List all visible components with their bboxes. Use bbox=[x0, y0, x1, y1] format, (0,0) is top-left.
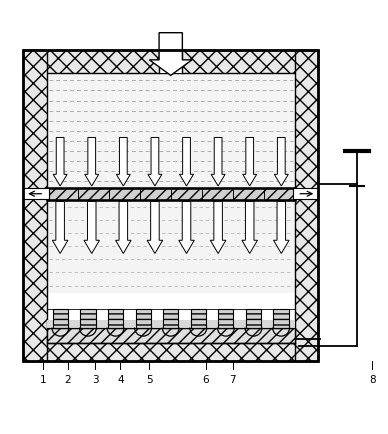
Bar bbox=[191, 309, 206, 328]
Polygon shape bbox=[211, 138, 225, 186]
Text: 1: 1 bbox=[39, 375, 46, 385]
Bar bbox=[23, 341, 318, 361]
Polygon shape bbox=[52, 201, 68, 253]
Text: 2: 2 bbox=[64, 375, 71, 385]
Bar bbox=[47, 328, 295, 343]
Bar bbox=[218, 309, 234, 328]
Bar bbox=[135, 309, 151, 328]
Text: 8: 8 bbox=[369, 375, 376, 385]
Bar bbox=[293, 188, 318, 199]
Polygon shape bbox=[274, 201, 289, 253]
Bar bbox=[163, 309, 178, 328]
Polygon shape bbox=[210, 201, 226, 253]
Polygon shape bbox=[243, 138, 257, 186]
Bar bbox=[274, 309, 289, 328]
Text: 3: 3 bbox=[92, 375, 99, 385]
Bar bbox=[246, 309, 261, 328]
Bar bbox=[23, 50, 47, 361]
Bar bbox=[53, 309, 68, 328]
Polygon shape bbox=[85, 138, 99, 186]
Text: 5: 5 bbox=[146, 375, 153, 385]
Polygon shape bbox=[179, 201, 194, 253]
Bar bbox=[47, 188, 295, 200]
Polygon shape bbox=[148, 138, 162, 186]
Bar bbox=[80, 309, 95, 328]
Bar bbox=[47, 320, 295, 328]
Bar bbox=[23, 50, 318, 361]
Bar bbox=[23, 50, 318, 73]
Text: 4: 4 bbox=[117, 375, 124, 385]
Polygon shape bbox=[242, 201, 258, 253]
Polygon shape bbox=[274, 138, 288, 186]
Polygon shape bbox=[147, 201, 163, 253]
Bar bbox=[23, 188, 48, 199]
Polygon shape bbox=[149, 33, 192, 76]
Polygon shape bbox=[180, 138, 194, 186]
Bar bbox=[47, 73, 295, 188]
Polygon shape bbox=[53, 138, 67, 186]
Bar bbox=[108, 309, 123, 328]
Polygon shape bbox=[116, 138, 130, 186]
Polygon shape bbox=[116, 201, 131, 253]
Bar bbox=[47, 200, 295, 293]
Polygon shape bbox=[84, 201, 99, 253]
Bar bbox=[295, 50, 318, 361]
Text: 6: 6 bbox=[202, 375, 209, 385]
Text: 7: 7 bbox=[229, 375, 236, 385]
Bar bbox=[159, 50, 182, 73]
